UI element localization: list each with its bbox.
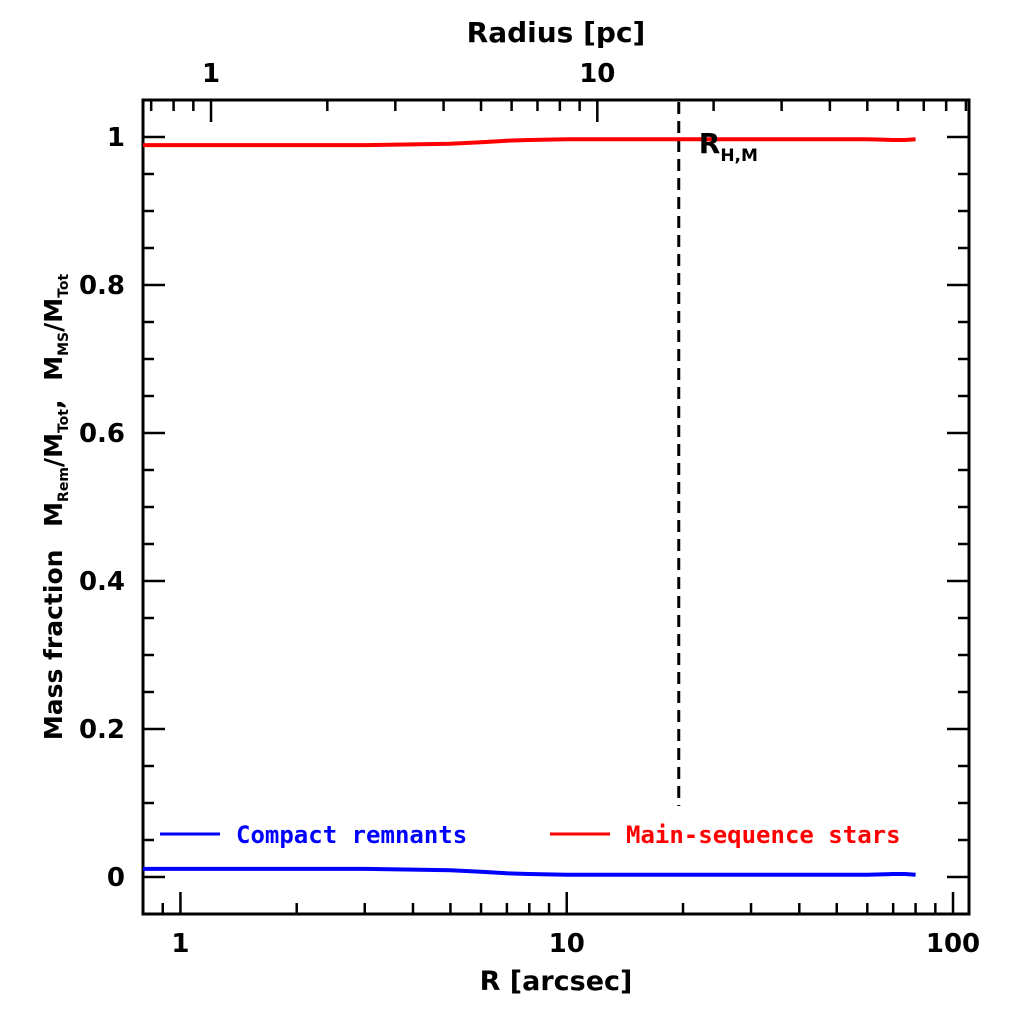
ratio1-den-sub: Tot — [56, 409, 72, 433]
y-tick-label: 0.8 — [79, 271, 125, 301]
ratio2-num-sub: MS — [56, 332, 72, 356]
ratio1-den: M — [39, 433, 68, 458]
x-tick-label: 100 — [926, 929, 980, 959]
y-tick-label: 0 — [107, 863, 125, 893]
ratio1-num: M — [39, 502, 68, 527]
y-tick-label: 1 — [107, 123, 125, 153]
x-axis-label: R [arcsec] — [480, 966, 633, 997]
ratio2-num: M — [39, 356, 68, 381]
ratio2-den-sub: Tot — [56, 274, 72, 298]
series-line-compact-remnants — [143, 866, 916, 877]
top-axis-label: Radius [pc] — [467, 16, 646, 49]
x2-tick-label: 10 — [579, 59, 615, 89]
y-tick-label: 0.2 — [79, 715, 125, 745]
half-mass-radius-label: RH,M — [699, 127, 758, 166]
ratio2-den: M — [39, 298, 68, 323]
annotation-text: R — [699, 127, 721, 160]
ratio1-num-sub: Rem — [56, 467, 72, 502]
x2-tick-label: 1 — [202, 59, 220, 89]
x-tick-label: 10 — [549, 929, 585, 959]
legend: Compact remnants Main-sequence stars — [160, 821, 901, 849]
ratio-separator: , — [39, 400, 68, 410]
tick-marks — [141, 100, 969, 914]
y-tick-label: 0.4 — [79, 567, 125, 597]
series-line-main-sequence-stars — [143, 137, 916, 148]
x-tick-label: 1 — [171, 929, 189, 959]
plot-frame — [141, 98, 971, 916]
y-axis-label: Mass fraction MRem/MTot, MMS/MTot — [39, 274, 72, 741]
annotation-sub: H,M — [720, 146, 758, 166]
y-axis-label-prefix: Mass fraction — [39, 550, 68, 741]
legend-label-main-sequence-stars: Main-sequence stars — [626, 821, 901, 849]
y-tick-label: 0.6 — [79, 419, 125, 449]
legend-label-compact-remnants: Compact remnants — [236, 821, 467, 849]
